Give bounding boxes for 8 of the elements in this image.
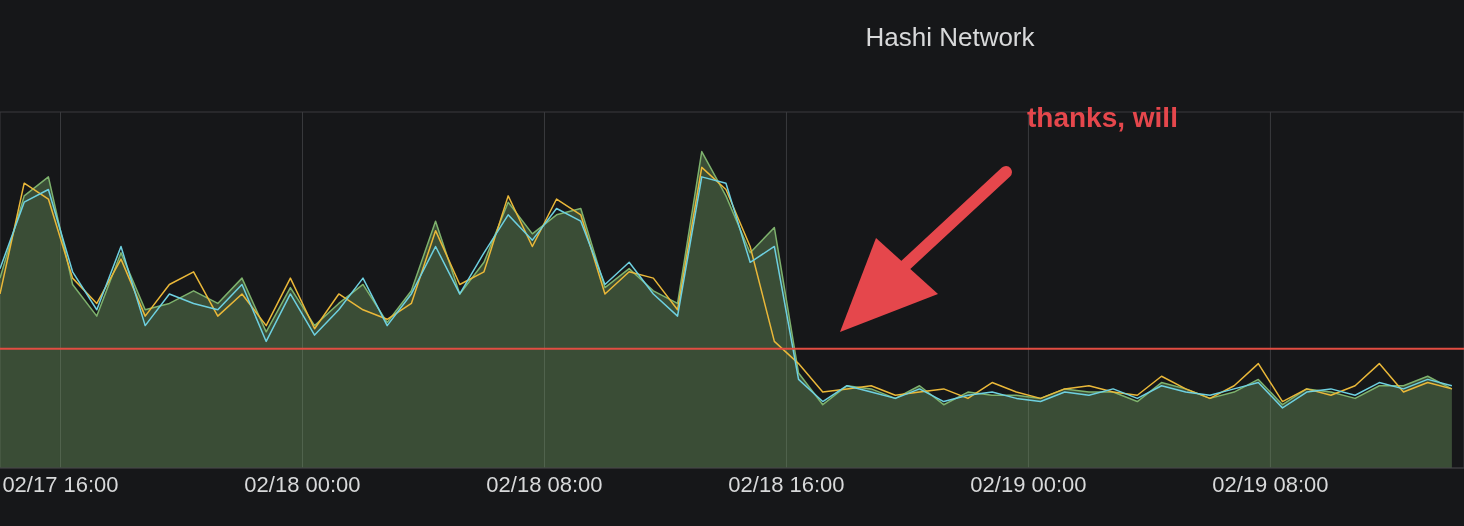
x-tick-label: 02/18 00:00 xyxy=(244,471,361,497)
x-tick-label: 02/17 16:00 xyxy=(2,471,119,497)
x-tick-label: 02/19 08:00 xyxy=(1212,471,1329,497)
text: thanks, will xyxy=(1027,102,1178,134)
chart-title: Hashi Network xyxy=(864,22,1036,53)
x-tick-label: 02/18 16:00 xyxy=(728,471,845,497)
x-tick-label: 02/18 08:00 xyxy=(486,471,603,497)
x-tick-label: 02/19 00:00 xyxy=(970,471,1087,497)
